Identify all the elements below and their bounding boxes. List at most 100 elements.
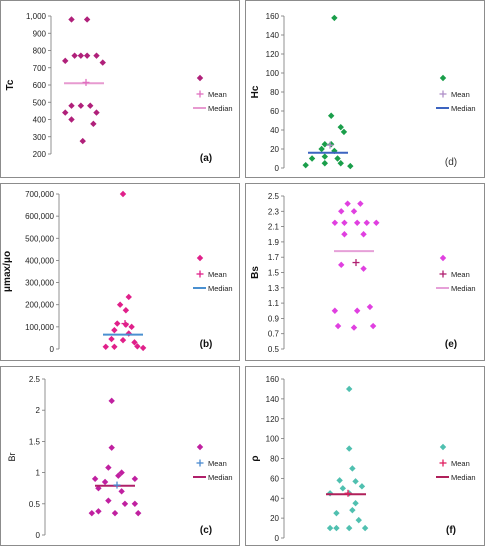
- data-point: [341, 231, 348, 238]
- data-point: [108, 335, 115, 343]
- y-tick-label: 40: [270, 126, 279, 135]
- data-point: [93, 52, 100, 59]
- y-tick-label: 120: [266, 415, 280, 424]
- data-point: [68, 102, 75, 109]
- y-tick-label: 140: [266, 31, 280, 40]
- data-point: [345, 524, 353, 532]
- data-point: [62, 57, 69, 65]
- legend-median-label: Median: [208, 104, 233, 113]
- y-tick-label: 160: [266, 375, 280, 384]
- data-point: [369, 322, 377, 330]
- data-point: [360, 265, 367, 272]
- data-point: [345, 445, 353, 452]
- data-point: [125, 330, 132, 337]
- data-point: [71, 52, 78, 59]
- legend-mean-swatch: [196, 90, 204, 98]
- data-point: [326, 524, 334, 532]
- data-point: [114, 320, 121, 327]
- y-tick-label: 800: [33, 47, 47, 56]
- y-tick-label: 2.3: [268, 207, 280, 216]
- data-point: [90, 120, 97, 128]
- data-point: [344, 200, 351, 207]
- legend: Mean Median: [436, 74, 476, 113]
- legend-median-label: Median: [208, 473, 233, 482]
- data-point: [91, 475, 99, 483]
- legend-point-swatch: [196, 74, 204, 82]
- y-tick-label: 100,000: [25, 323, 54, 332]
- y-tick-label: 0.5: [268, 345, 280, 354]
- data-point: [340, 128, 348, 136]
- data-point: [350, 208, 358, 215]
- data-point: [108, 397, 115, 405]
- chart-svg-e: 0.50.70.91.11.31.51.71.92.12.32.5Bs MeanM…: [250, 192, 476, 354]
- data-point: [62, 109, 69, 116]
- y-axis-title: Tc: [5, 79, 16, 90]
- data-point: [338, 261, 345, 269]
- y-tick-label: 40: [270, 494, 279, 503]
- data-point: [99, 59, 106, 66]
- y-tick-label: 600,000: [25, 212, 54, 221]
- data-point: [333, 509, 340, 517]
- y-tick-label: 20: [270, 145, 279, 154]
- data-point: [331, 147, 338, 155]
- data-point: [331, 219, 339, 226]
- data-point: [118, 488, 125, 495]
- data-point: [68, 16, 75, 23]
- y-tick-label: 140: [266, 395, 280, 404]
- mean-marker: [121, 320, 129, 328]
- y-tick-label: 60: [270, 107, 279, 116]
- y-tick-label: 100: [266, 69, 280, 78]
- data-point: [83, 16, 91, 23]
- data-point: [119, 190, 127, 198]
- data-point: [131, 475, 139, 483]
- data-point: [321, 160, 329, 167]
- legend-mean-label: Mean: [208, 459, 227, 468]
- data-point: [128, 323, 135, 331]
- y-tick-label: 2: [36, 406, 41, 415]
- data-point: [115, 472, 122, 479]
- legend: Mean Median: [193, 254, 233, 293]
- y-tick-label: 1.7: [268, 253, 280, 262]
- y-tick-label: 0: [36, 531, 41, 540]
- y-tick-label: 0.5: [29, 500, 41, 509]
- mean-marker: [113, 481, 121, 489]
- data-point: [339, 485, 347, 492]
- y-tick-label: 400: [33, 116, 47, 125]
- data-point: [357, 200, 364, 207]
- y-tick-label: 700: [33, 64, 47, 73]
- legend-median-label: Median: [208, 284, 233, 293]
- data-point: [331, 14, 338, 22]
- data-point: [308, 155, 316, 162]
- data-point: [111, 509, 119, 517]
- chart-panel-a: 200 300 400 500 600 700 800 900 1,000 Tc Mean Media…: [0, 0, 240, 178]
- legend: Mean Median: [193, 443, 233, 482]
- y-tick-label: 0: [275, 164, 280, 173]
- data-point: [125, 293, 132, 301]
- y-tick-label: 1: [36, 469, 41, 478]
- data-point: [349, 506, 356, 514]
- data-point: [353, 219, 361, 226]
- y-tick-label: 1,000: [26, 12, 47, 21]
- y-axis-title: Bs: [250, 266, 261, 279]
- y-tick-label: 600: [33, 81, 47, 90]
- data-point: [108, 444, 115, 451]
- data-point: [102, 343, 109, 350]
- data-point: [336, 477, 343, 484]
- legend-mean-swatch: [439, 459, 447, 467]
- data-point: [366, 303, 374, 311]
- data-point: [331, 307, 339, 314]
- chart-panel-d: 0 20 40 60 80 100 120 140 160 Hc Mean Median (d): [245, 0, 485, 178]
- y-tick-label: 200,000: [25, 301, 54, 310]
- data-point: [79, 137, 86, 145]
- data-point: [105, 497, 112, 504]
- legend-mean-label: Mean: [451, 90, 470, 99]
- legend-mean-swatch: [439, 270, 447, 278]
- panel-label: (b): [200, 339, 213, 350]
- legend: Mean Median: [436, 254, 476, 293]
- legend-mean-label: Mean: [451, 270, 470, 279]
- legend-median-label: Median: [451, 104, 476, 113]
- data-point: [360, 231, 367, 238]
- y-tick-label: 80: [270, 455, 279, 464]
- y-tick-label: 120: [266, 50, 280, 59]
